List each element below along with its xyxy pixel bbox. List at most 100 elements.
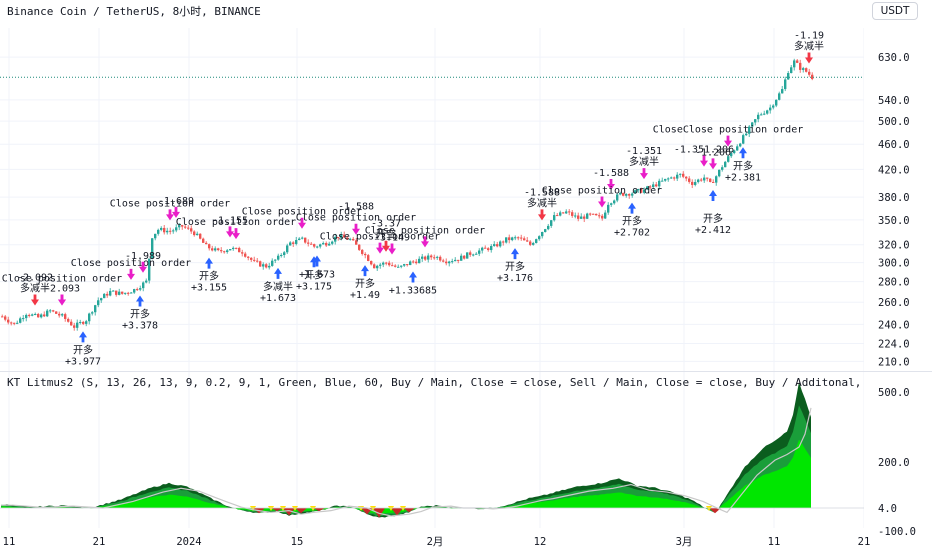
candle-body[interactable] [706,177,709,179]
candle-body[interactable] [670,177,673,179]
candle-body[interactable] [388,262,391,266]
candle-body[interactable] [349,238,352,240]
candle-body[interactable] [16,322,19,324]
candle-body[interactable] [1,316,4,318]
candle-body[interactable] [184,226,187,228]
candle-body[interactable] [244,253,247,257]
candle-body[interactable] [58,313,61,316]
candle-body[interactable] [628,194,631,196]
candle-body[interactable] [592,213,595,215]
candle-body[interactable] [73,325,76,328]
candle-body[interactable] [436,256,439,258]
candle-body[interactable] [334,237,337,242]
candle-body[interactable] [601,215,604,219]
candle-body[interactable] [271,260,274,266]
candle-body[interactable] [322,243,325,245]
candle-body[interactable] [508,237,511,241]
candle-body[interactable] [811,74,814,80]
candle-body[interactable] [487,248,490,251]
candle-body[interactable] [88,313,91,322]
candle-body[interactable] [217,248,220,251]
candle-body[interactable] [175,227,178,231]
candle-body[interactable] [358,244,361,250]
candle-body[interactable] [337,237,340,239]
candle-body[interactable] [583,216,586,219]
candle-body[interactable] [385,262,388,264]
candle-body[interactable] [511,237,514,241]
candle-body[interactable] [733,150,736,154]
candle-body[interactable] [520,237,523,239]
candle-body[interactable] [118,291,121,295]
candle-body[interactable] [31,314,34,316]
candle-body[interactable] [517,237,520,239]
candle-body[interactable] [754,119,757,123]
candle-body[interactable] [550,220,553,226]
candle-body[interactable] [238,247,241,253]
candle-body[interactable] [202,238,205,243]
candle-body[interactable] [448,261,451,264]
candle-body[interactable] [769,107,772,111]
candle-body[interactable] [469,252,472,255]
candle-body[interactable] [763,113,766,115]
candle-body[interactable] [421,256,424,259]
candle-body[interactable] [661,180,664,182]
candle-body[interactable] [169,230,172,232]
candle-body[interactable] [331,241,334,244]
candle-body[interactable] [457,259,460,261]
candle-body[interactable] [808,71,811,75]
candle-body[interactable] [709,178,712,182]
candle-body[interactable] [295,240,298,244]
candle-body[interactable] [799,62,802,70]
candle-body[interactable] [415,261,418,264]
candle-body[interactable] [742,135,745,144]
candle-body[interactable] [208,244,211,249]
candle-body[interactable] [607,204,610,213]
candle-body[interactable] [115,290,118,295]
candle-body[interactable] [91,312,94,314]
candle-body[interactable] [478,250,481,254]
candle-body[interactable] [139,288,142,290]
candle-body[interactable] [406,264,409,266]
candle-body[interactable] [82,321,85,324]
candle-body[interactable] [235,247,238,249]
candle-body[interactable] [613,200,616,204]
candle-body[interactable] [394,265,397,267]
candle-body[interactable] [151,238,154,259]
candle-body[interactable] [262,264,265,267]
candle-body[interactable] [541,232,544,237]
candle-body[interactable] [646,186,649,190]
candle-body[interactable] [247,256,250,258]
candle-body[interactable] [616,194,619,201]
candle-body[interactable] [532,243,535,245]
candle-body[interactable] [502,241,505,243]
candle-body[interactable] [493,244,496,247]
candle-body[interactable] [625,194,628,196]
candle-body[interactable] [376,265,379,269]
candle-body[interactable] [790,67,793,74]
candle-body[interactable] [46,310,49,317]
candle-body[interactable] [256,260,259,262]
candle-body[interactable] [499,241,502,247]
candle-body[interactable] [805,68,808,72]
candle-body[interactable] [547,225,550,230]
candle-body[interactable] [409,261,412,266]
candle-body[interactable] [430,255,433,258]
candle-body[interactable] [313,244,316,247]
candle-body[interactable] [802,68,805,70]
candle-body[interactable] [109,290,112,296]
candle-body[interactable] [379,264,382,266]
candle-body[interactable] [370,260,373,265]
candle-body[interactable] [694,182,697,185]
candle-body[interactable] [442,260,445,262]
candle-body[interactable] [124,292,127,294]
candle-body[interactable] [199,233,202,239]
candle-body[interactable] [106,293,109,296]
candle-body[interactable] [160,227,163,230]
candle-body[interactable] [403,264,406,266]
candle-body[interactable] [28,314,31,316]
candle-body[interactable] [316,246,319,248]
candle-body[interactable] [523,238,526,241]
candle-body[interactable] [736,146,739,151]
candle-body[interactable] [211,248,214,251]
